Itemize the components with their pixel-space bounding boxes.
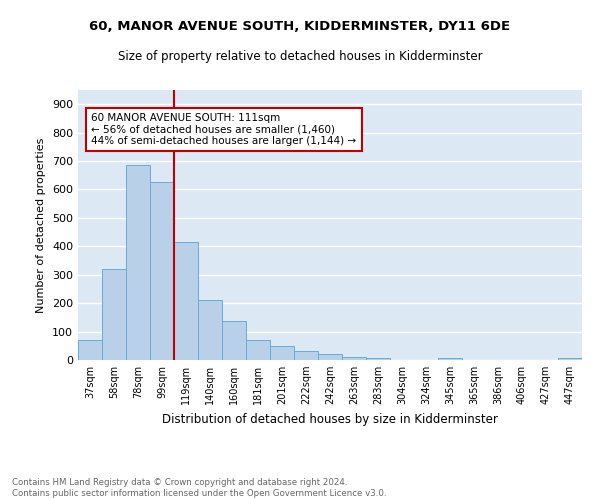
Bar (366, 358, 390, 360)
Bar (270, 346, 294, 360)
Bar (342, 356, 366, 360)
Bar (222, 321, 246, 360)
Bar (246, 340, 270, 360)
Y-axis label: Number of detached properties: Number of detached properties (37, 138, 46, 312)
Text: Contains HM Land Registry data © Crown copyright and database right 2024.
Contai: Contains HM Land Registry data © Crown c… (12, 478, 386, 498)
X-axis label: Distribution of detached houses by size in Kidderminster: Distribution of detached houses by size … (162, 412, 498, 426)
Bar (102, 269, 126, 360)
Bar (78, 340, 102, 360)
Text: Size of property relative to detached houses in Kidderminster: Size of property relative to detached ho… (118, 50, 482, 63)
Text: 60 MANOR AVENUE SOUTH: 111sqm
← 56% of detached houses are smaller (1,460)
44% o: 60 MANOR AVENUE SOUTH: 111sqm ← 56% of d… (91, 112, 356, 146)
Bar (126, 166, 150, 360)
Bar (294, 350, 318, 360)
Bar (438, 358, 462, 360)
Bar (174, 242, 198, 360)
Text: 60, MANOR AVENUE SOUTH, KIDDERMINSTER, DY11 6DE: 60, MANOR AVENUE SOUTH, KIDDERMINSTER, D… (89, 20, 511, 33)
Bar (558, 358, 582, 360)
Bar (198, 300, 222, 360)
Bar (150, 182, 174, 360)
Bar (318, 354, 342, 360)
